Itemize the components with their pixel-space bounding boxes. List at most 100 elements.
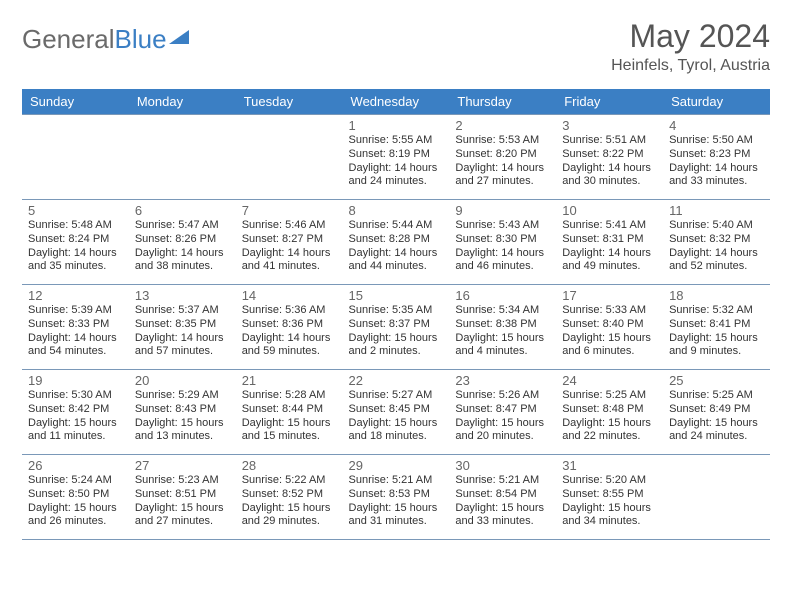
day-cell: 13Sunrise: 5:37 AMSunset: 8:35 PMDayligh… xyxy=(129,285,236,370)
daylight-line1: Daylight: 14 hours xyxy=(242,247,337,261)
daylight-line1: Daylight: 14 hours xyxy=(349,247,444,261)
weekday-header: Sunday xyxy=(22,89,129,115)
month-title: May 2024 xyxy=(611,18,770,55)
sunset-text: Sunset: 8:54 PM xyxy=(455,488,550,502)
calendar-row: 26Sunrise: 5:24 AMSunset: 8:50 PMDayligh… xyxy=(22,455,770,540)
header-bar: GeneralBlue May 2024 Heinfels, Tyrol, Au… xyxy=(22,18,770,75)
daylight-line2: and 33 minutes. xyxy=(455,515,550,529)
weekday-header: Tuesday xyxy=(236,89,343,115)
sunset-text: Sunset: 8:50 PM xyxy=(28,488,123,502)
day-info: Sunrise: 5:39 AMSunset: 8:33 PMDaylight:… xyxy=(28,304,123,359)
day-info: Sunrise: 5:55 AMSunset: 8:19 PMDaylight:… xyxy=(349,134,444,189)
sunset-text: Sunset: 8:22 PM xyxy=(562,148,657,162)
sunset-text: Sunset: 8:41 PM xyxy=(669,318,764,332)
day-info: Sunrise: 5:21 AMSunset: 8:53 PMDaylight:… xyxy=(349,474,444,529)
day-info: Sunrise: 5:43 AMSunset: 8:30 PMDaylight:… xyxy=(455,219,550,274)
daylight-line2: and 44 minutes. xyxy=(349,260,444,274)
sunset-text: Sunset: 8:19 PM xyxy=(349,148,444,162)
day-number: 20 xyxy=(135,373,230,388)
logo-triangle-icon xyxy=(169,30,189,44)
weekday-header: Friday xyxy=(556,89,663,115)
day-number: 3 xyxy=(562,118,657,133)
empty-cell xyxy=(22,115,129,200)
sunrise-text: Sunrise: 5:34 AM xyxy=(455,304,550,318)
day-cell: 16Sunrise: 5:34 AMSunset: 8:38 PMDayligh… xyxy=(449,285,556,370)
calendar-body: 1Sunrise: 5:55 AMSunset: 8:19 PMDaylight… xyxy=(22,115,770,540)
daylight-line1: Daylight: 15 hours xyxy=(455,502,550,516)
daylight-line2: and 38 minutes. xyxy=(135,260,230,274)
day-cell: 11Sunrise: 5:40 AMSunset: 8:32 PMDayligh… xyxy=(663,200,770,285)
day-number: 10 xyxy=(562,203,657,218)
day-number: 31 xyxy=(562,458,657,473)
sunrise-text: Sunrise: 5:29 AM xyxy=(135,389,230,403)
day-cell: 26Sunrise: 5:24 AMSunset: 8:50 PMDayligh… xyxy=(22,455,129,540)
sunrise-text: Sunrise: 5:44 AM xyxy=(349,219,444,233)
daylight-line1: Daylight: 15 hours xyxy=(562,417,657,431)
day-cell: 9Sunrise: 5:43 AMSunset: 8:30 PMDaylight… xyxy=(449,200,556,285)
day-number: 16 xyxy=(455,288,550,303)
daylight-line2: and 24 minutes. xyxy=(349,175,444,189)
sunrise-text: Sunrise: 5:27 AM xyxy=(349,389,444,403)
sunset-text: Sunset: 8:32 PM xyxy=(669,233,764,247)
daylight-line2: and 18 minutes. xyxy=(349,430,444,444)
calendar-row: 5Sunrise: 5:48 AMSunset: 8:24 PMDaylight… xyxy=(22,200,770,285)
day-number: 14 xyxy=(242,288,337,303)
day-number: 5 xyxy=(28,203,123,218)
sunset-text: Sunset: 8:55 PM xyxy=(562,488,657,502)
day-number: 7 xyxy=(242,203,337,218)
weekday-header: Wednesday xyxy=(343,89,450,115)
day-cell: 27Sunrise: 5:23 AMSunset: 8:51 PMDayligh… xyxy=(129,455,236,540)
day-cell: 15Sunrise: 5:35 AMSunset: 8:37 PMDayligh… xyxy=(343,285,450,370)
sunrise-text: Sunrise: 5:43 AM xyxy=(455,219,550,233)
day-cell: 21Sunrise: 5:28 AMSunset: 8:44 PMDayligh… xyxy=(236,370,343,455)
daylight-line1: Daylight: 14 hours xyxy=(28,247,123,261)
daylight-line2: and 54 minutes. xyxy=(28,345,123,359)
day-cell: 24Sunrise: 5:25 AMSunset: 8:48 PMDayligh… xyxy=(556,370,663,455)
day-number: 12 xyxy=(28,288,123,303)
day-number: 13 xyxy=(135,288,230,303)
day-number: 2 xyxy=(455,118,550,133)
day-info: Sunrise: 5:50 AMSunset: 8:23 PMDaylight:… xyxy=(669,134,764,189)
day-number: 1 xyxy=(349,118,444,133)
sunset-text: Sunset: 8:38 PM xyxy=(455,318,550,332)
sunset-text: Sunset: 8:33 PM xyxy=(28,318,123,332)
sunset-text: Sunset: 8:30 PM xyxy=(455,233,550,247)
daylight-line2: and 31 minutes. xyxy=(349,515,444,529)
daylight-line1: Daylight: 15 hours xyxy=(455,417,550,431)
sunset-text: Sunset: 8:20 PM xyxy=(455,148,550,162)
day-number: 11 xyxy=(669,203,764,218)
day-info: Sunrise: 5:21 AMSunset: 8:54 PMDaylight:… xyxy=(455,474,550,529)
daylight-line1: Daylight: 15 hours xyxy=(349,502,444,516)
daylight-line2: and 13 minutes. xyxy=(135,430,230,444)
day-cell: 12Sunrise: 5:39 AMSunset: 8:33 PMDayligh… xyxy=(22,285,129,370)
sunrise-text: Sunrise: 5:55 AM xyxy=(349,134,444,148)
day-cell: 18Sunrise: 5:32 AMSunset: 8:41 PMDayligh… xyxy=(663,285,770,370)
daylight-line2: and 24 minutes. xyxy=(669,430,764,444)
sunrise-text: Sunrise: 5:24 AM xyxy=(28,474,123,488)
daylight-line2: and 20 minutes. xyxy=(455,430,550,444)
brand-part2: Blue xyxy=(115,24,167,55)
daylight-line1: Daylight: 14 hours xyxy=(669,247,764,261)
calendar-header: SundayMondayTuesdayWednesdayThursdayFrid… xyxy=(22,89,770,115)
daylight-line2: and 27 minutes. xyxy=(455,175,550,189)
day-info: Sunrise: 5:47 AMSunset: 8:26 PMDaylight:… xyxy=(135,219,230,274)
daylight-line2: and 57 minutes. xyxy=(135,345,230,359)
daylight-line1: Daylight: 14 hours xyxy=(562,247,657,261)
sunrise-text: Sunrise: 5:25 AM xyxy=(669,389,764,403)
sunset-text: Sunset: 8:36 PM xyxy=(242,318,337,332)
day-cell: 6Sunrise: 5:47 AMSunset: 8:26 PMDaylight… xyxy=(129,200,236,285)
day-number: 21 xyxy=(242,373,337,388)
daylight-line1: Daylight: 14 hours xyxy=(135,332,230,346)
day-number: 25 xyxy=(669,373,764,388)
sunrise-text: Sunrise: 5:39 AM xyxy=(28,304,123,318)
daylight-line1: Daylight: 14 hours xyxy=(455,247,550,261)
day-info: Sunrise: 5:30 AMSunset: 8:42 PMDaylight:… xyxy=(28,389,123,444)
day-number: 15 xyxy=(349,288,444,303)
sunset-text: Sunset: 8:37 PM xyxy=(349,318,444,332)
day-cell: 20Sunrise: 5:29 AMSunset: 8:43 PMDayligh… xyxy=(129,370,236,455)
day-cell: 30Sunrise: 5:21 AMSunset: 8:54 PMDayligh… xyxy=(449,455,556,540)
day-info: Sunrise: 5:41 AMSunset: 8:31 PMDaylight:… xyxy=(562,219,657,274)
daylight-line2: and 2 minutes. xyxy=(349,345,444,359)
daylight-line1: Daylight: 15 hours xyxy=(28,502,123,516)
sunrise-text: Sunrise: 5:30 AM xyxy=(28,389,123,403)
